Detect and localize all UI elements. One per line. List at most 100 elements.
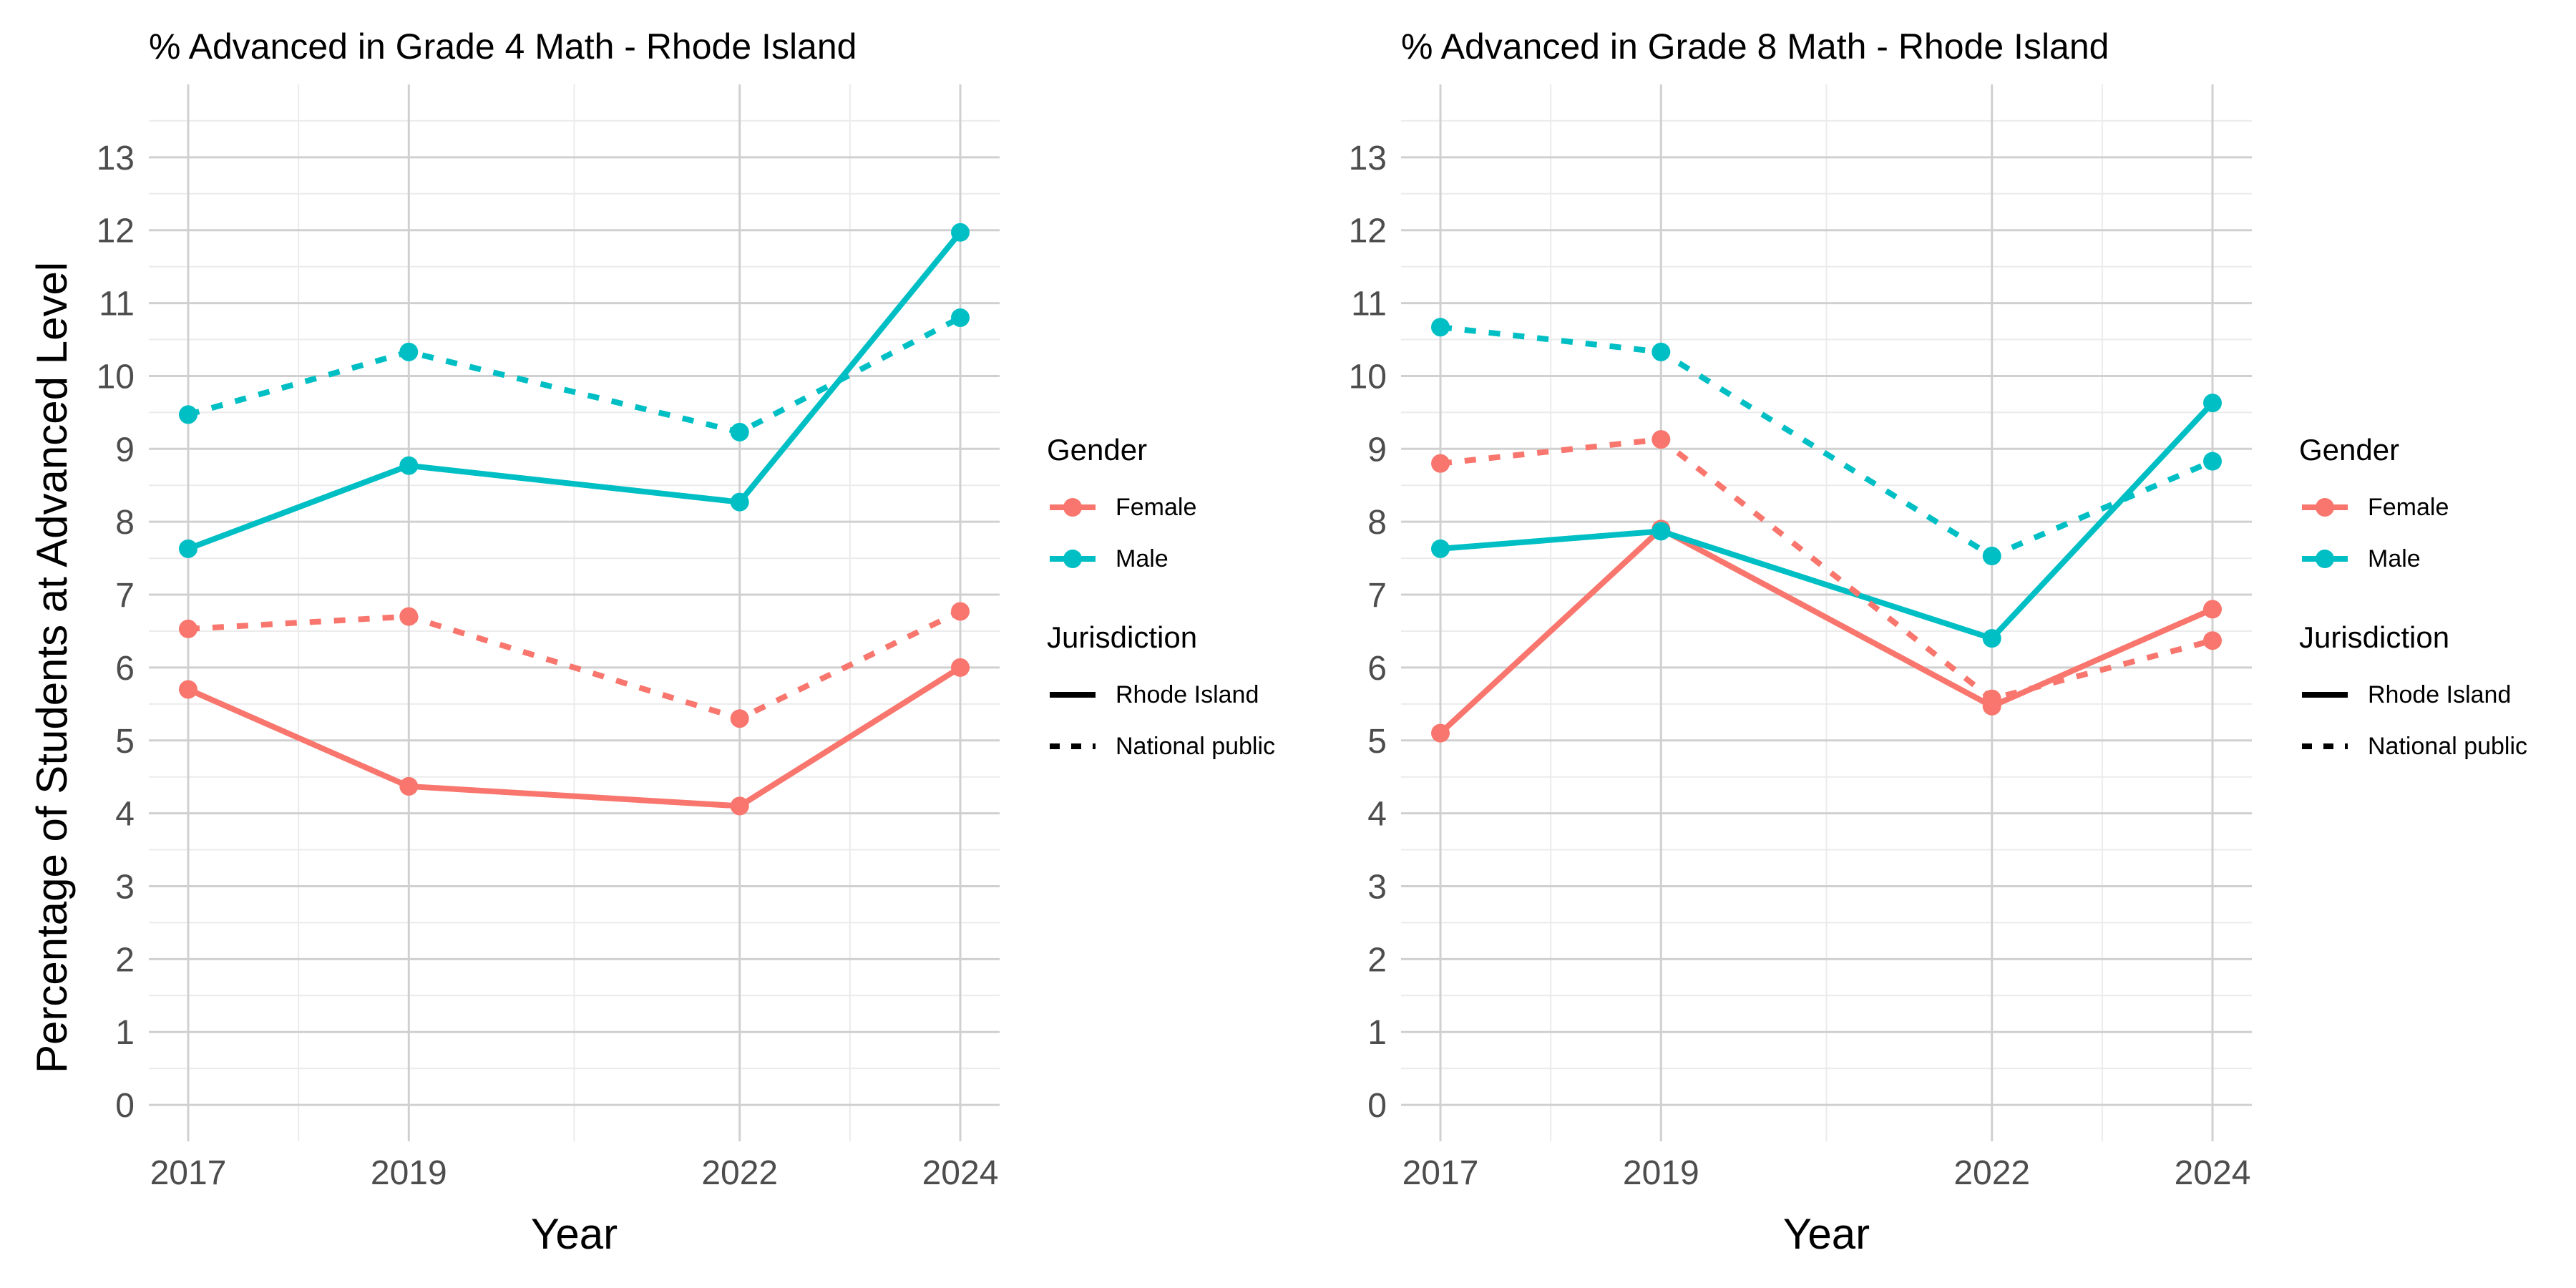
- y-tick-label: 1: [1367, 1014, 1387, 1052]
- gender-legend-title: Gender: [2299, 433, 2400, 467]
- y-tick-label: 13: [1349, 140, 1387, 177]
- male-legend-key: [2302, 550, 2348, 568]
- gender-legend: Gender Female Male: [2299, 433, 2527, 585]
- data-point-male: [2203, 452, 2222, 471]
- gender-legend: Gender Female Male: [1047, 433, 1275, 585]
- female-legend-key: [2302, 498, 2348, 517]
- x-tick-label: 2022: [701, 1154, 778, 1192]
- gender-legend-title: Gender: [1047, 433, 1148, 467]
- y-tick-label: 7: [1367, 577, 1387, 615]
- y-tick-label: 0: [115, 1087, 135, 1125]
- series-line-male-national-public: [1440, 324, 2214, 560]
- y-tick-label: 6: [1367, 650, 1387, 688]
- y-tick-label: 10: [97, 358, 135, 396]
- legend-label-rhode-island: Rhode Island: [2368, 680, 2512, 708]
- y-tick-label: 11: [1351, 286, 1387, 323]
- y-tick-label: 13: [97, 140, 135, 177]
- series-line-male-rhode-island: [187, 230, 963, 552]
- x-tick-label: 2017: [1402, 1154, 1479, 1192]
- data-point-female: [1431, 454, 1450, 473]
- legend-item-female: Female: [1047, 482, 1275, 533]
- data-point-male: [399, 456, 419, 475]
- data-point-female: [399, 776, 419, 796]
- jurisdiction-legend-title: Jurisdiction: [2299, 620, 2450, 654]
- legend-label-female: Female: [2368, 493, 2449, 521]
- x-tick-label: 2017: [150, 1154, 227, 1192]
- legend-label-rhode-island: Rhode Island: [1116, 680, 1259, 708]
- data-point-female: [951, 602, 970, 621]
- y-tick-label: 9: [1367, 431, 1387, 469]
- data-point-male: [1652, 522, 1671, 541]
- legend-item-male: Male: [1047, 533, 1275, 585]
- y-tick-label: 5: [115, 723, 135, 761]
- data-point-male: [1982, 629, 2001, 648]
- legend-label-national-public: National public: [1116, 732, 1276, 760]
- female-legend-key: [1050, 498, 1096, 517]
- legend-item-male: Male: [2299, 533, 2527, 585]
- x-axis-label: Year: [531, 1210, 618, 1258]
- data-point-female: [2203, 631, 2222, 650]
- data-point-female: [179, 619, 197, 638]
- data-point-male: [1982, 547, 2001, 566]
- y-tick-label: 3: [115, 868, 135, 906]
- y-tick-label: 11: [99, 286, 135, 323]
- y-tick-label: 8: [1367, 504, 1387, 542]
- data-point-female: [1652, 430, 1671, 449]
- legend-label-national-public: National public: [2368, 732, 2528, 760]
- y-tick-label: 2: [115, 941, 135, 979]
- series-line-female-national-public: [187, 608, 962, 722]
- y-tick-label: 1: [115, 1014, 135, 1052]
- solid-line-legend-key: [2302, 692, 2348, 698]
- y-tick-label: 12: [97, 213, 135, 250]
- y-tick-label: 6: [115, 650, 135, 688]
- y-tick-label: 4: [1367, 796, 1387, 834]
- male-legend-key: [1050, 550, 1096, 568]
- series-line-female-rhode-island: [187, 665, 962, 809]
- y-tick-label: 4: [115, 796, 135, 834]
- data-point-female: [1982, 689, 2001, 708]
- data-point-male: [399, 342, 419, 361]
- x-tick-label: 2024: [2175, 1154, 2251, 1192]
- legend-item-rhode-island: Rhode Island: [1047, 669, 1275, 721]
- data-point-male: [730, 492, 749, 512]
- series-line-female-rhode-island: [1438, 526, 2214, 736]
- legend-label-female: Female: [1116, 493, 1197, 521]
- y-tick-label: 2: [1367, 941, 1387, 979]
- legend-label-male: Male: [1116, 545, 1169, 572]
- data-point-male: [730, 422, 749, 441]
- series-line-female-national-public: [1440, 436, 2214, 702]
- legend-label-male: Male: [2368, 545, 2421, 572]
- data-point-female: [951, 658, 970, 677]
- y-tick-label: 8: [115, 504, 135, 542]
- x-tick-label: 2022: [1953, 1154, 2030, 1192]
- data-point-female: [730, 709, 749, 728]
- y-tick-label: 12: [1349, 213, 1387, 250]
- data-point-male: [951, 223, 970, 242]
- y-tick-label: 7: [115, 577, 135, 615]
- x-tick-label: 2019: [1623, 1154, 1699, 1192]
- series-line-male-rhode-island: [1440, 401, 2215, 642]
- x-tick-label: 2019: [371, 1154, 447, 1192]
- jurisdiction-legend-title: Jurisdiction: [1047, 620, 1198, 654]
- data-point-female: [179, 680, 197, 699]
- data-point-male: [951, 308, 970, 327]
- data-point-male: [1431, 318, 1450, 337]
- y-tick-label: 9: [115, 431, 135, 469]
- data-point-female: [730, 796, 749, 816]
- data-point-male: [179, 539, 197, 558]
- y-axis-label: Percentage of Students at Advanced Level: [28, 261, 76, 1073]
- y-tick-label: 5: [1367, 723, 1387, 761]
- jurisdiction-legend: Jurisdiction Rhode Island National publi…: [2299, 620, 2527, 772]
- data-point-male: [179, 405, 197, 424]
- chart-title: % Advanced in Grade 4 Math - Rhode Islan…: [149, 26, 857, 67]
- solid-line-legend-key: [1050, 692, 1096, 698]
- legend-item-national-public: National public: [1047, 721, 1275, 772]
- dashed-line-legend-key: [2302, 743, 2348, 749]
- data-point-male: [1652, 342, 1671, 361]
- data-point-female: [399, 607, 419, 626]
- y-tick-label: 10: [1349, 358, 1387, 396]
- x-tick-label: 2024: [922, 1154, 999, 1192]
- y-tick-label: 0: [1367, 1087, 1387, 1125]
- legend-item-rhode-island: Rhode Island: [2299, 669, 2527, 721]
